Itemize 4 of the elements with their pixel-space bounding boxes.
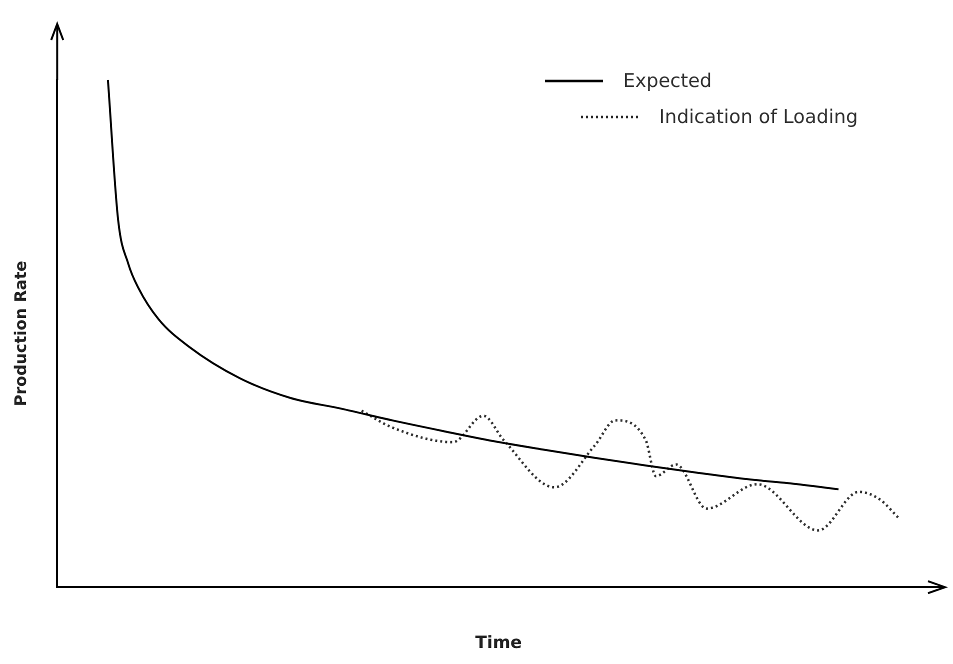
legend-label: Expected — [623, 70, 712, 92]
y-axis-title: Production Rate — [10, 260, 30, 406]
legend-label: Indication of Loading — [659, 106, 858, 128]
x-axis-title: Time — [475, 633, 522, 654]
